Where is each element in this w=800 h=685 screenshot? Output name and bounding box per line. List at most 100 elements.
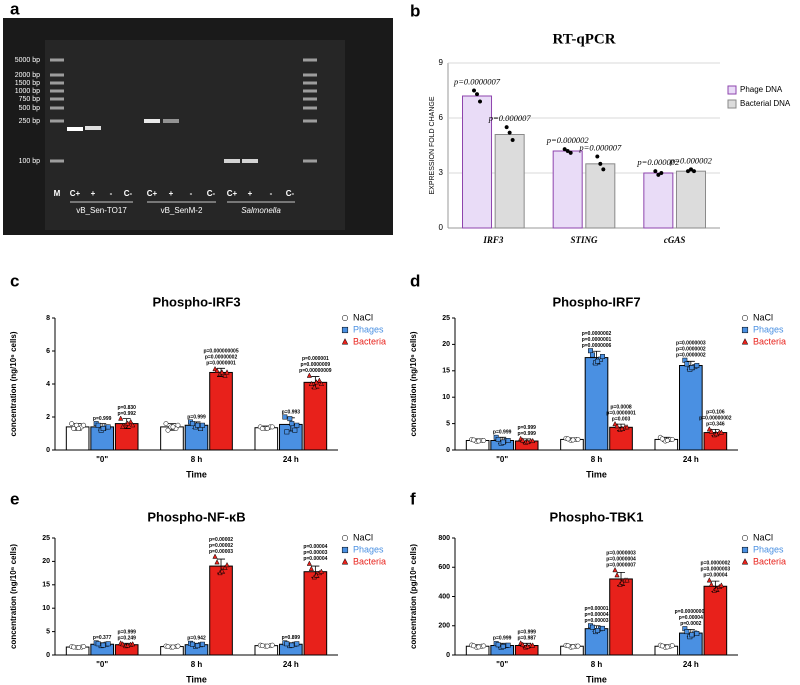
p-value-label: p=0.999	[517, 630, 536, 636]
legend-marker	[341, 534, 349, 542]
data-point	[118, 415, 124, 421]
data-point	[590, 352, 595, 358]
legend-label: Phages	[353, 544, 384, 554]
p-value-label: p=0.00000002	[699, 416, 732, 422]
ladder-band	[303, 81, 317, 85]
data-point	[688, 167, 694, 172]
chart-title: RT-qPCR	[552, 31, 615, 47]
data-point	[313, 379, 319, 385]
x-tick-label: 8 h	[191, 660, 203, 669]
p-value-label: p=0.0000002	[582, 331, 612, 337]
data-point	[481, 438, 487, 443]
data-point	[224, 561, 230, 568]
data-point	[125, 420, 131, 426]
data-point	[691, 169, 697, 174]
data-point	[624, 577, 630, 583]
lane-label: C+	[70, 189, 81, 198]
legend-label: Phages	[353, 324, 384, 334]
p-value-label: p=0.993	[282, 409, 301, 415]
data-point	[284, 641, 290, 647]
ladder-band	[303, 58, 317, 62]
data-point	[706, 577, 712, 583]
data-point	[259, 643, 265, 649]
x-tick-label: 24 h	[683, 455, 699, 464]
legend-marker	[741, 314, 749, 322]
p-value-label: p=0.000000005	[203, 349, 238, 355]
data-point	[481, 643, 487, 649]
chart-title: Phospho-TBK1	[550, 509, 644, 524]
p-value-label: p=0.0000002	[676, 353, 706, 359]
data-point	[706, 426, 712, 432]
p-value-label: p=0.992	[117, 411, 136, 417]
legend-marker	[341, 558, 349, 565]
ladder-band	[50, 81, 64, 85]
data-point	[214, 559, 220, 565]
data-point	[219, 369, 225, 375]
legend-marker	[341, 326, 349, 334]
x-tick-label: STING	[570, 235, 598, 245]
legend-marker	[741, 326, 749, 334]
data-point	[505, 438, 511, 443]
p-value-label: p=0.0000003	[676, 341, 706, 347]
data-point	[222, 372, 228, 378]
x-axis-label: Time	[186, 469, 207, 479]
p-value-label: p=0.999	[493, 430, 512, 436]
data-point	[495, 642, 501, 648]
legend-label: Bacteria	[753, 556, 786, 566]
data-point	[669, 643, 675, 649]
x-tick-label: "0"	[96, 660, 108, 669]
y-axis-label: EXPRESSION FOLD CHANGE	[429, 96, 436, 194]
panel-letter: f	[410, 489, 416, 508]
p-value-label: p=0.00000008	[675, 609, 708, 615]
data-point	[130, 422, 136, 428]
data-point	[684, 629, 690, 635]
data-point	[694, 363, 700, 368]
data-point	[562, 147, 567, 152]
data-point	[575, 643, 581, 649]
bar	[643, 172, 674, 229]
y-tick-label: 10	[42, 605, 50, 612]
data-point	[306, 372, 312, 378]
data-point	[289, 421, 295, 427]
data-point	[595, 154, 600, 159]
y-tick-label: 2	[46, 414, 50, 421]
panel-letter: d	[410, 271, 420, 290]
sample-band	[224, 159, 240, 163]
data-point	[105, 424, 111, 430]
legend-label: Bacteria	[353, 556, 386, 566]
bar	[462, 95, 493, 229]
data-point	[659, 436, 665, 442]
data-point	[71, 426, 77, 431]
p-value-label: p=0.003	[612, 416, 631, 422]
data-point	[500, 439, 506, 445]
p-value-label: p=0.999	[493, 636, 512, 642]
p-value-label: p=0.0000007	[453, 76, 501, 86]
p-value-label: p=0.0000003	[701, 567, 731, 573]
data-point	[598, 161, 603, 166]
legend-label: NaCl	[753, 312, 773, 322]
data-point	[477, 99, 483, 104]
x-tick-label: "0"	[96, 455, 108, 464]
ladder-band	[50, 97, 64, 101]
data-point	[170, 644, 176, 650]
ladder-band	[303, 119, 317, 123]
legend-label: Bacterial DNA	[740, 99, 791, 108]
legend-label: Bacteria	[353, 336, 386, 346]
data-point	[316, 377, 322, 383]
data-point	[313, 572, 319, 578]
data-point	[100, 642, 106, 648]
p-value-label: p=0.00004	[303, 544, 327, 550]
ladder-band	[303, 159, 317, 163]
ladder-band	[50, 89, 64, 93]
data-point	[495, 436, 501, 442]
data-point	[684, 361, 690, 367]
p-value-label: p=0.0000002	[701, 561, 731, 567]
data-point	[619, 579, 625, 585]
x-axis-label: Time	[586, 674, 607, 684]
data-point	[282, 414, 288, 420]
data-point	[264, 643, 270, 649]
data-point	[471, 643, 477, 649]
panel-letter: c	[10, 271, 19, 290]
data-point	[294, 641, 300, 647]
